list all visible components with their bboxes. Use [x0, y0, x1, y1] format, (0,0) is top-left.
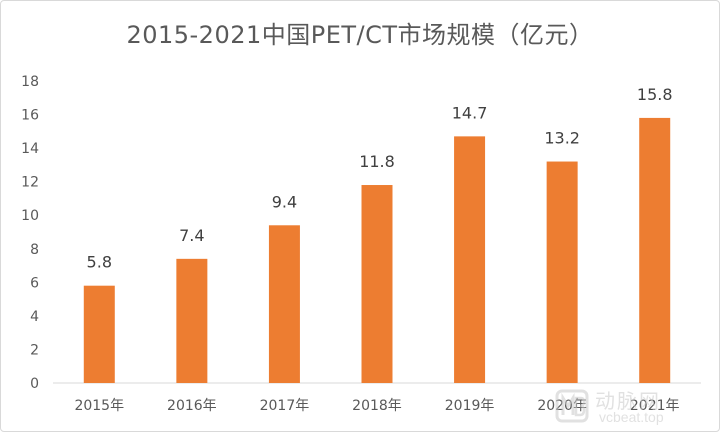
- bar: [454, 136, 486, 383]
- x-tick-label: 2018年: [352, 398, 402, 414]
- bar: [361, 185, 393, 383]
- watermark-logo-icon: [555, 389, 589, 423]
- y-tick-label: 16: [21, 108, 39, 124]
- y-tick-label: 6: [30, 275, 39, 291]
- y-tick-label: 18: [21, 74, 39, 90]
- bar: [176, 258, 208, 383]
- x-tick-label: 2021年: [630, 398, 680, 414]
- data-label: 5.8: [87, 253, 112, 272]
- data-label: 9.4: [272, 192, 297, 211]
- watermark-url: vcbeat.top: [599, 409, 664, 425]
- data-label: 13.2: [544, 129, 580, 148]
- x-tick-label: 2015年: [74, 398, 124, 414]
- bar: [639, 117, 671, 384]
- y-tick-label: 8: [30, 242, 39, 258]
- data-label: 11.8: [359, 152, 395, 171]
- y-tick-label: 10: [21, 208, 39, 224]
- data-label: 15.8: [637, 85, 673, 104]
- x-tick-label: 2019年: [445, 398, 495, 414]
- bar: [83, 285, 115, 383]
- watermark-brand: 动脉网: [595, 389, 661, 413]
- chart-title: 2015-2021中国PET/CT市场规模（亿元）: [126, 21, 594, 49]
- bar: [268, 225, 300, 383]
- bar: [546, 161, 578, 383]
- y-tick-label: 12: [21, 175, 39, 191]
- data-label: 7.4: [179, 226, 204, 245]
- watermark: 动脉网 vcbeat.top: [555, 385, 705, 429]
- data-label: 14.7: [452, 103, 488, 122]
- x-tick-label: 2016年: [167, 398, 217, 414]
- x-tick-label: 2017年: [260, 398, 310, 414]
- y-tick-label: 2: [30, 342, 39, 358]
- y-tick-label: 0: [30, 376, 39, 392]
- y-tick-label: 14: [21, 141, 39, 157]
- y-tick-label: 4: [30, 309, 39, 325]
